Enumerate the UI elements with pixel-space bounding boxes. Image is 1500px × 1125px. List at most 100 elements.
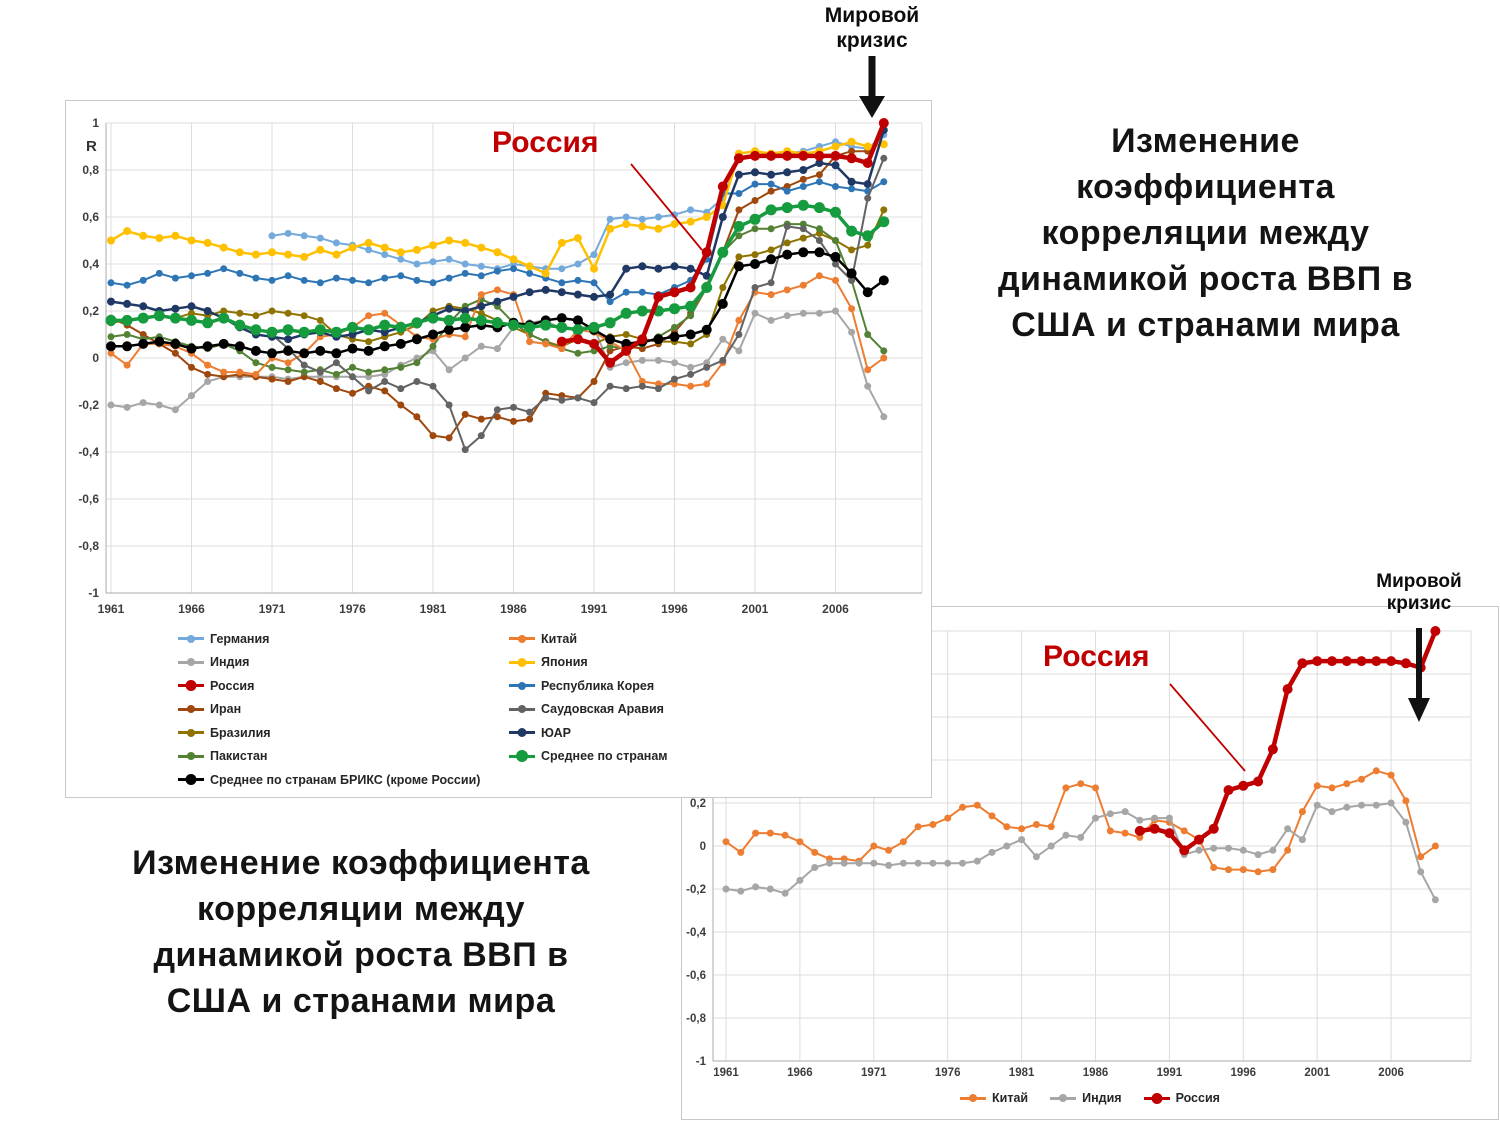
series-point-india [1358,801,1365,809]
series-point-russia [1149,823,1160,834]
series-point-india [1032,853,1040,861]
series-point-saudi_arabia [703,363,711,371]
series-point-india [1239,846,1247,854]
series-point-india [493,345,501,353]
series-point-india [848,328,856,336]
series-point-korea [236,269,244,277]
series-point-japan [557,238,566,247]
series-point-pakistan [284,366,292,374]
series-point-china [767,291,775,299]
series-point-china [735,316,743,324]
series-point-russia [846,153,857,164]
legend-item-india: Индия [1050,1091,1122,1105]
series-point-saudi_arabia [526,408,534,416]
series-point-india [1077,833,1085,841]
series-point-saudi_arabia [735,331,743,338]
series-point-pakistan [365,368,373,376]
series-point-brics_avg [411,334,422,345]
series-point-countries_avg [347,321,358,333]
series-point-korea [638,288,646,296]
series-point-brics_avg [669,331,680,342]
series-point-countries_avg [250,324,262,336]
series-line-india [725,802,1437,901]
series-point-korea [300,276,308,284]
series-point-iran [316,378,324,385]
series-point-brics_avg [846,268,857,279]
series-point-india [1047,842,1055,850]
series-point-brics_avg [701,324,712,335]
series-point-brazil [252,312,260,320]
series-point-china [1402,797,1410,805]
legend-item-russia: Россия [1143,1091,1220,1105]
series-point-korea [751,180,759,188]
y-tick-label: 0,6 [82,210,99,224]
series-point-pakistan [671,323,678,331]
series-point-germany [477,262,485,270]
x-tick-label: 1961 [98,602,125,616]
series-point-saudi_arabia [477,432,485,440]
series-point-pakistan [413,359,421,367]
y-axis-title: R [86,138,97,155]
series-point-saudi_arabia [815,237,823,244]
series-point-brazil [751,251,759,259]
series-point-pakistan [349,363,356,371]
series-point-india [1269,846,1277,854]
series-point-india [461,354,469,362]
series-point-brics_avg [363,345,374,356]
series-point-china [1387,771,1395,779]
series-point-japan [300,252,309,261]
series-point-brazil [268,307,276,315]
series-point-brazil [236,309,244,317]
series-point-countries_avg [636,305,648,317]
world-crisis-annotation-top: Мировой кризис [772,3,972,53]
series-point-brics_avg [202,341,213,352]
series-point-india [840,859,848,867]
legend-label: Республика Корея [541,678,655,693]
series-point-china [848,305,856,313]
legend-label: Саудовская Аравия [541,702,664,717]
series-point-brics_avg [267,348,277,359]
legend-marker-icon [509,750,535,763]
series-point-countries_avg [781,202,793,214]
series-point-pakistan [300,368,308,376]
series-point-brazil [188,309,195,317]
series-point-japan [139,231,148,240]
series-point-russia [1356,656,1367,667]
series-point-india [751,309,759,317]
series-point-countries_avg [395,321,407,333]
series-point-iran [526,415,534,423]
title-line: корреляции между [197,890,525,928]
x-tick-label: 1971 [259,602,286,616]
x-tick-label: 1996 [1231,1067,1257,1079]
series-point-south_africa [831,161,840,170]
series-point-japan [831,142,840,151]
series-point-japan [412,245,421,254]
series-point-saudi_arabia [316,368,324,376]
y-tick-label: 0,2 [82,304,99,318]
series-point-countries_avg [717,246,729,258]
series-point-germany [316,234,324,242]
series-point-india [796,876,804,884]
series-point-korea [155,269,163,277]
series-point-brics_avg [395,338,406,349]
series-point-brazil [848,246,856,254]
series-point-korea [493,267,501,275]
series-point-india [1018,836,1026,844]
series-point-korea [783,187,791,195]
series-point-japan [155,234,164,243]
series-point-russia [1179,845,1190,856]
series-point-india [123,403,131,411]
series-point-india [204,378,212,385]
series-point-korea [799,183,807,190]
series-point-brics_avg [685,329,696,340]
series-point-brics_avg [379,341,390,352]
series-point-brics_avg [750,259,760,269]
series-point-russia [1371,656,1382,667]
series-point-iran [815,171,823,179]
series-point-india [735,347,743,355]
series-point-brazil [365,338,373,346]
series-point-china [1372,767,1380,775]
title-line: Изменение коэффициента [132,844,590,882]
legend-label: Индия [1082,1091,1122,1105]
